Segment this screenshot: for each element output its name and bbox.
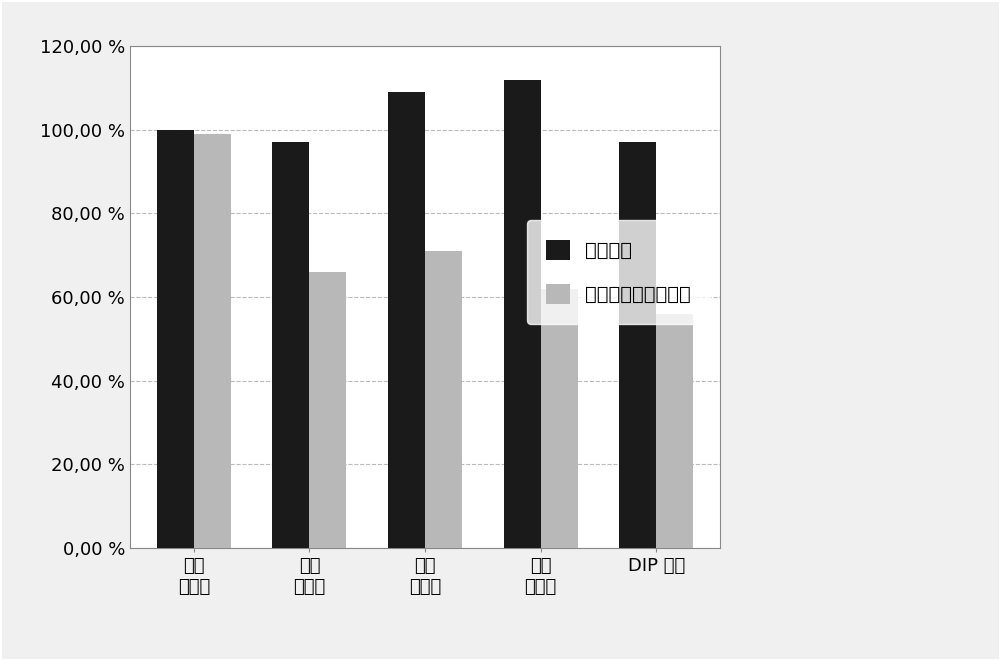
Bar xyxy=(388,92,425,548)
Bar xyxy=(541,288,578,548)
Legend: 参比条件, 有机硅衍生物的配料: 参比条件, 有机硅衍生物的配料 xyxy=(527,220,710,323)
Bar xyxy=(504,80,541,548)
Bar xyxy=(272,143,309,548)
Bar xyxy=(309,272,346,548)
Bar xyxy=(157,130,194,548)
Bar xyxy=(194,134,231,548)
Bar xyxy=(425,251,462,548)
Bar xyxy=(619,143,656,548)
Bar xyxy=(656,314,693,548)
